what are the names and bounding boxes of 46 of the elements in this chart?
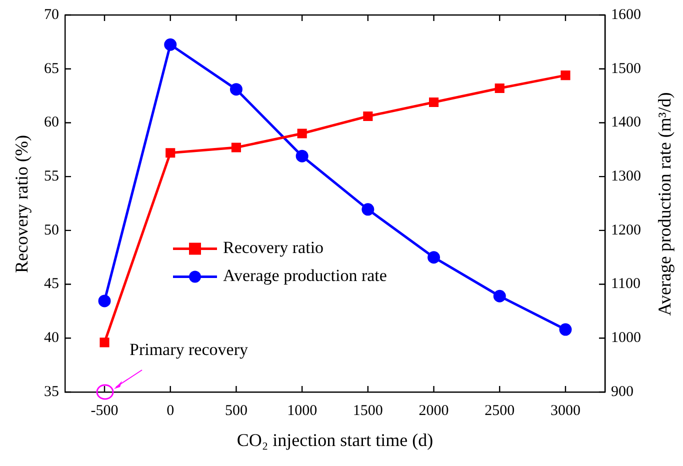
y-axis-title: Recovery ratio (%) xyxy=(12,134,32,272)
point xyxy=(494,83,504,94)
x-tick-label: 2000 xyxy=(418,402,449,419)
point xyxy=(231,142,242,152)
legend-label: Recovery ratio xyxy=(223,238,324,258)
y2-tick-label: 1200 xyxy=(611,222,641,238)
y-tick-label: 65 xyxy=(44,60,59,77)
y-tick-label: 50 xyxy=(44,222,59,238)
y-tick-label: 45 xyxy=(44,276,59,292)
y-tick-label: 60 xyxy=(44,114,59,131)
x-tick-label: 0 xyxy=(166,402,174,419)
x-tick-label: 3000 xyxy=(550,402,580,419)
x-tick-label: 1000 xyxy=(287,402,318,419)
y2-tick-label: 1600 xyxy=(611,6,641,23)
y-tick-label: 55 xyxy=(44,168,59,185)
point xyxy=(428,97,439,108)
point xyxy=(230,83,242,96)
point xyxy=(362,203,374,216)
point xyxy=(164,38,177,51)
point xyxy=(100,338,110,348)
point xyxy=(98,294,111,308)
point xyxy=(428,251,440,264)
point xyxy=(493,290,506,302)
point xyxy=(297,128,307,138)
y2-tick-label: 1000 xyxy=(611,330,641,346)
x-tick-label: 2500 xyxy=(484,402,515,419)
x-tick-label: 500 xyxy=(224,402,248,419)
legend-label: Average production rate xyxy=(223,266,387,286)
y-tick-label: 40 xyxy=(44,330,59,346)
point xyxy=(363,111,373,122)
x-tick-label: -500 xyxy=(90,402,118,419)
y2-tick-label: 1400 xyxy=(611,114,641,131)
y2-tick-label: 1500 xyxy=(611,60,641,77)
y-tick-label: 70 xyxy=(44,6,59,23)
y2-tick-label: 1300 xyxy=(611,168,641,185)
point xyxy=(559,323,572,336)
y2-tick-label: 1100 xyxy=(611,276,640,292)
y2-axis-title: Average production rate (m³/d) xyxy=(654,92,676,316)
x-axis-title: CO₂ injection start time (d) xyxy=(236,430,434,451)
point xyxy=(296,150,308,162)
y-tick-label: 35 xyxy=(44,384,59,400)
x-tick-label: 1500 xyxy=(352,402,383,419)
annotation: Primary recovery xyxy=(130,340,248,360)
point xyxy=(560,70,570,80)
y2-tick-label: 900 xyxy=(611,384,634,400)
point xyxy=(166,148,176,158)
